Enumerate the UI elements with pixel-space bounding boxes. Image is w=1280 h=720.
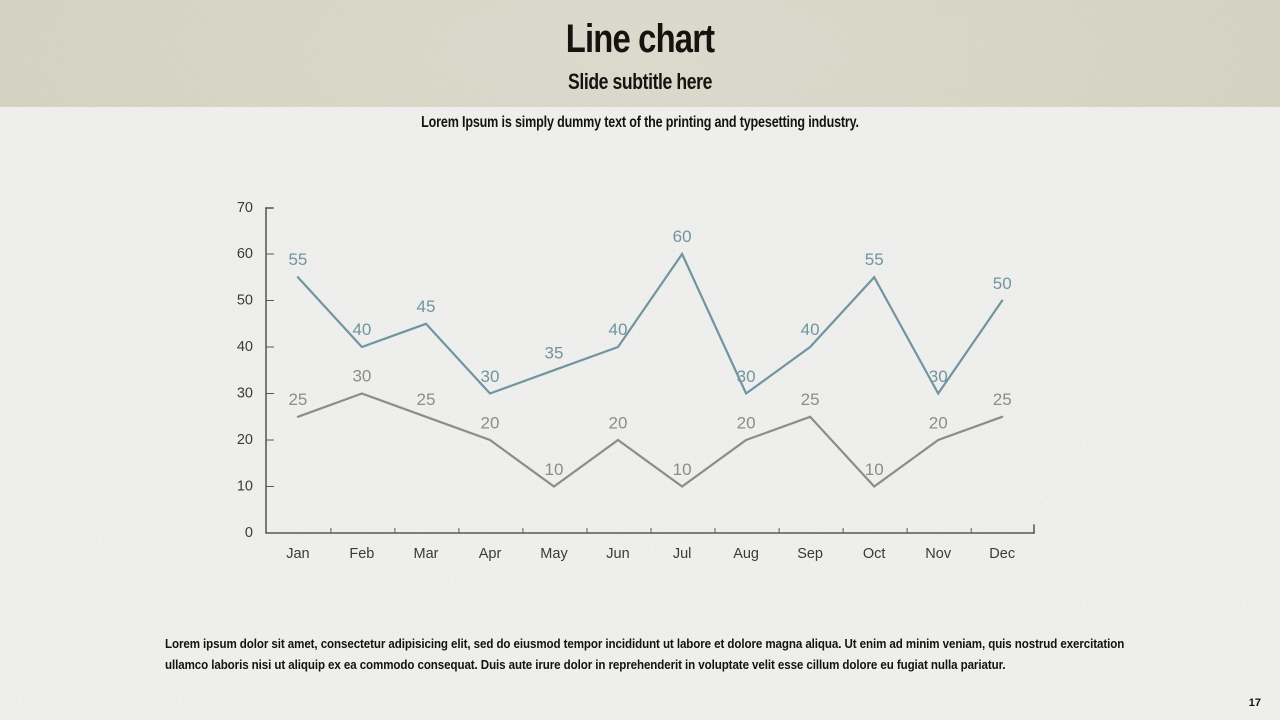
svg-text:25: 25 xyxy=(288,390,307,409)
svg-text:Oct: Oct xyxy=(863,546,886,562)
svg-text:60: 60 xyxy=(237,246,253,262)
svg-text:10: 10 xyxy=(865,460,884,479)
svg-text:20: 20 xyxy=(737,414,756,433)
svg-text:55: 55 xyxy=(865,250,884,269)
svg-text:10: 10 xyxy=(237,479,253,495)
svg-text:Nov: Nov xyxy=(925,546,952,562)
svg-text:20: 20 xyxy=(609,414,628,433)
svg-text:25: 25 xyxy=(801,390,820,409)
svg-text:10: 10 xyxy=(673,460,692,479)
svg-text:40: 40 xyxy=(237,339,253,355)
svg-text:30: 30 xyxy=(737,367,756,386)
svg-text:45: 45 xyxy=(417,297,436,316)
svg-text:Apr: Apr xyxy=(479,546,502,562)
svg-text:40: 40 xyxy=(801,320,820,339)
svg-text:60: 60 xyxy=(673,227,692,246)
svg-text:50: 50 xyxy=(993,274,1012,293)
svg-text:30: 30 xyxy=(237,386,253,402)
svg-text:35: 35 xyxy=(545,344,564,363)
svg-text:May: May xyxy=(540,546,568,562)
svg-text:50: 50 xyxy=(237,293,253,309)
svg-text:Jan: Jan xyxy=(286,546,309,562)
svg-text:20: 20 xyxy=(481,414,500,433)
svg-text:Aug: Aug xyxy=(733,546,759,562)
svg-text:Feb: Feb xyxy=(349,546,374,562)
svg-text:Sep: Sep xyxy=(797,546,823,562)
svg-text:30: 30 xyxy=(929,367,948,386)
svg-text:20: 20 xyxy=(929,414,948,433)
svg-text:20: 20 xyxy=(237,432,253,448)
svg-text:40: 40 xyxy=(609,320,628,339)
svg-text:25: 25 xyxy=(417,390,436,409)
svg-text:25: 25 xyxy=(993,390,1012,409)
svg-text:55: 55 xyxy=(288,250,307,269)
svg-text:10: 10 xyxy=(545,460,564,479)
svg-text:Jul: Jul xyxy=(673,546,692,562)
svg-text:Mar: Mar xyxy=(414,546,439,562)
svg-text:Dec: Dec xyxy=(989,546,1015,562)
svg-text:30: 30 xyxy=(352,367,371,386)
svg-text:70: 70 xyxy=(237,200,253,216)
svg-text:40: 40 xyxy=(352,320,371,339)
svg-text:30: 30 xyxy=(481,367,500,386)
svg-text:Jun: Jun xyxy=(606,546,629,562)
svg-text:0: 0 xyxy=(245,525,253,541)
